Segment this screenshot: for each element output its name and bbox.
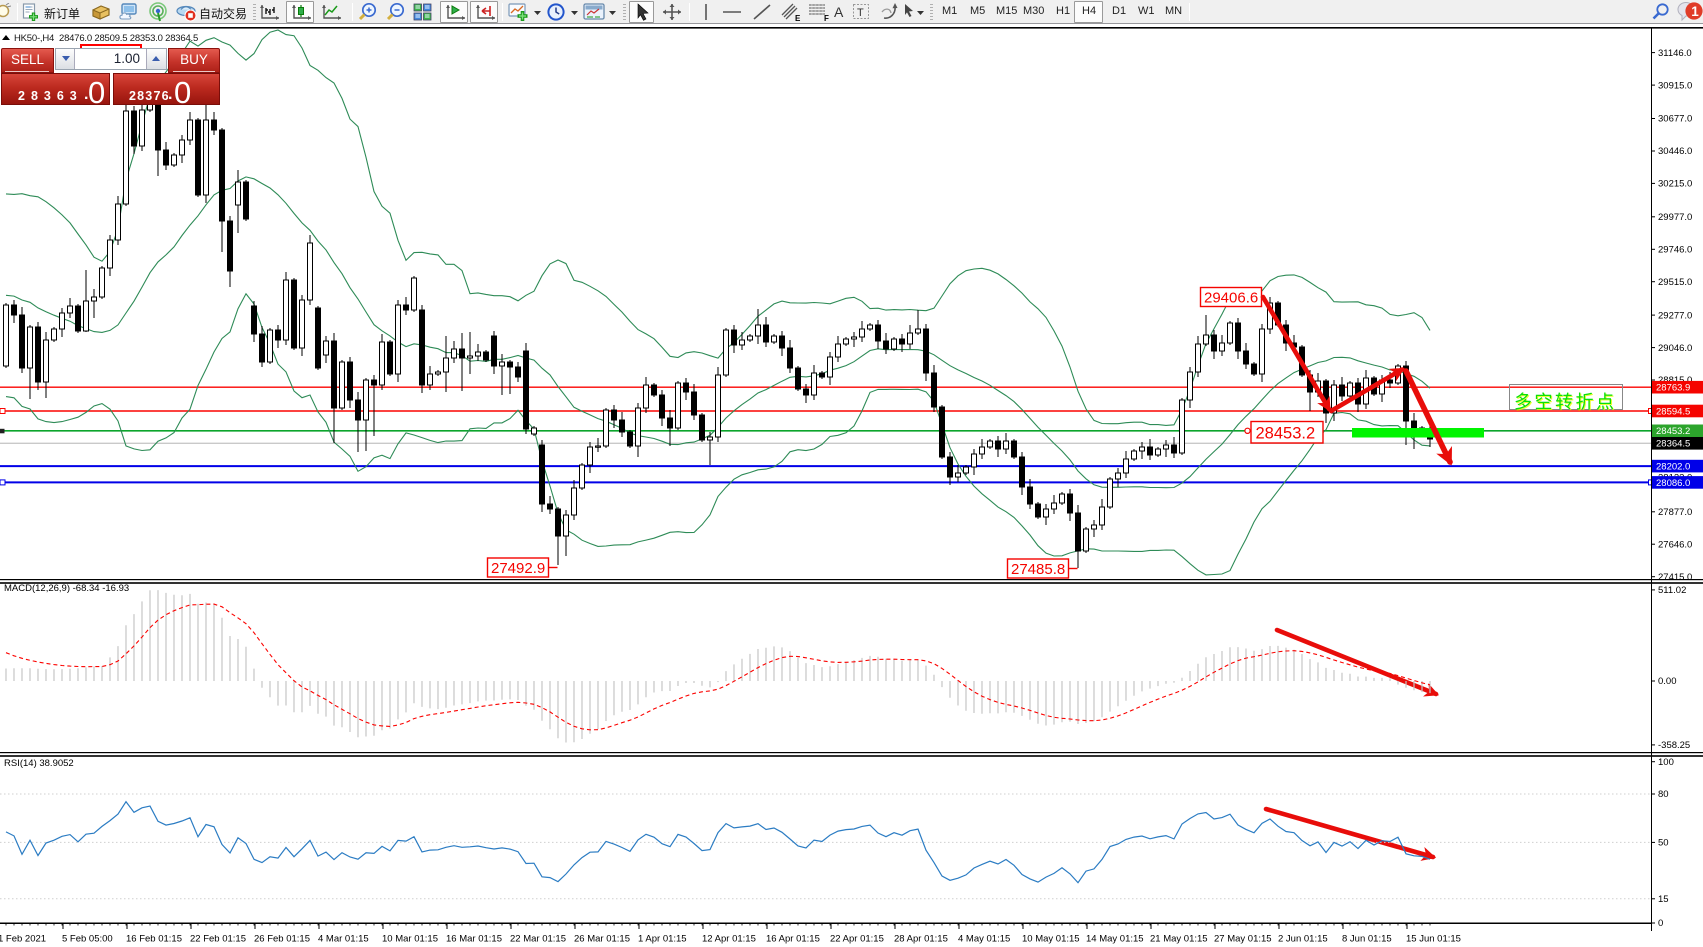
svg-text:2 Jun 01:15: 2 Jun 01:15 [1278, 934, 1328, 945]
svg-text:29977.0: 29977.0 [1658, 212, 1692, 223]
svg-text:21 May 01:15: 21 May 01:15 [1150, 934, 1208, 945]
svg-text:5 Feb 05:00: 5 Feb 05:00 [62, 934, 113, 945]
svg-text:27415.0: 27415.0 [1658, 572, 1692, 583]
svg-text:30677.0: 30677.0 [1658, 114, 1692, 125]
svg-text:4 Mar 01:15: 4 Mar 01:15 [318, 934, 369, 945]
svg-text:28 Apr 01:15: 28 Apr 01:15 [894, 934, 948, 945]
svg-text:22 Feb 01:15: 22 Feb 01:15 [190, 934, 246, 945]
svg-text:16 Mar 01:15: 16 Mar 01:15 [446, 934, 502, 945]
svg-text:26 Mar 01:15: 26 Mar 01:15 [574, 934, 630, 945]
svg-text:F: F [824, 14, 829, 22]
svg-text:29746.0: 29746.0 [1658, 245, 1692, 256]
svg-text:15 Jun 01:15: 15 Jun 01:15 [1406, 934, 1461, 945]
svg-text:30915.0: 30915.0 [1658, 80, 1692, 91]
svg-text:10 Mar 01:15: 10 Mar 01:15 [382, 934, 438, 945]
svg-text:30215.0: 30215.0 [1658, 179, 1692, 190]
svg-text:1 Apr 01:15: 1 Apr 01:15 [638, 934, 687, 945]
svg-text:27492.9: 27492.9 [491, 560, 545, 577]
svg-text:100: 100 [1658, 757, 1674, 768]
svg-text:-358.25: -358.25 [1658, 740, 1690, 751]
svg-text:29277.0: 29277.0 [1658, 310, 1692, 321]
svg-text:10 May 01:15: 10 May 01:15 [1022, 934, 1080, 945]
svg-text:28763.9: 28763.9 [1656, 383, 1690, 394]
svg-text:27 May 01:15: 27 May 01:15 [1214, 934, 1272, 945]
svg-text:30446.0: 30446.0 [1658, 146, 1692, 157]
svg-text:22 Mar 01:15: 22 Mar 01:15 [510, 934, 566, 945]
svg-text:22 Apr 01:15: 22 Apr 01:15 [830, 934, 884, 945]
svg-text:4 May 01:15: 4 May 01:15 [958, 934, 1010, 945]
svg-text:28086.0: 28086.0 [1656, 478, 1690, 489]
svg-text:1: 1 [1691, 4, 1699, 19]
svg-text:0: 0 [1658, 918, 1663, 929]
svg-text:29515.0: 29515.0 [1658, 277, 1692, 288]
svg-text:28202.0: 28202.0 [1656, 462, 1690, 473]
svg-text:MACD(12,26,9) -68.34 -16.93: MACD(12,26,9) -68.34 -16.93 [4, 583, 129, 594]
svg-text:27877.0: 27877.0 [1658, 507, 1692, 518]
svg-text:T: T [857, 7, 864, 19]
svg-text:28815.0: 28815.0 [1658, 375, 1692, 386]
svg-text:31146.0: 31146.0 [1658, 48, 1692, 59]
svg-text:RSI(14) 38.9052: RSI(14) 38.9052 [4, 758, 74, 769]
svg-text:28453.2: 28453.2 [1656, 426, 1690, 437]
svg-text:A: A [834, 4, 844, 20]
svg-text:28364.5: 28364.5 [1656, 439, 1690, 450]
svg-text:27646.0: 27646.0 [1658, 539, 1692, 550]
svg-text:29046.0: 29046.0 [1658, 343, 1692, 354]
svg-text:26 Feb 01:15: 26 Feb 01:15 [254, 934, 310, 945]
svg-text:8 Jun 01:15: 8 Jun 01:15 [1342, 934, 1392, 945]
svg-text:50: 50 [1658, 838, 1669, 849]
svg-text:16 Feb 01:15: 16 Feb 01:15 [126, 934, 182, 945]
svg-text:12 Apr 01:15: 12 Apr 01:15 [702, 934, 756, 945]
svg-text:27485.8: 27485.8 [1011, 561, 1065, 578]
svg-text:15: 15 [1658, 894, 1669, 905]
svg-text:1 Feb 2021: 1 Feb 2021 [0, 934, 46, 945]
svg-text:0.00: 0.00 [1658, 676, 1677, 687]
svg-text:28453.2: 28453.2 [1256, 425, 1316, 443]
svg-text:E: E [795, 14, 801, 22]
svg-text:29406.6: 29406.6 [1204, 290, 1258, 307]
svg-text:80: 80 [1658, 789, 1669, 800]
svg-text:14 May 01:15: 14 May 01:15 [1086, 934, 1144, 945]
svg-text:28594.5: 28594.5 [1656, 406, 1690, 417]
svg-text:16 Apr 01:15: 16 Apr 01:15 [766, 934, 820, 945]
svg-text:511.02: 511.02 [1658, 585, 1686, 596]
